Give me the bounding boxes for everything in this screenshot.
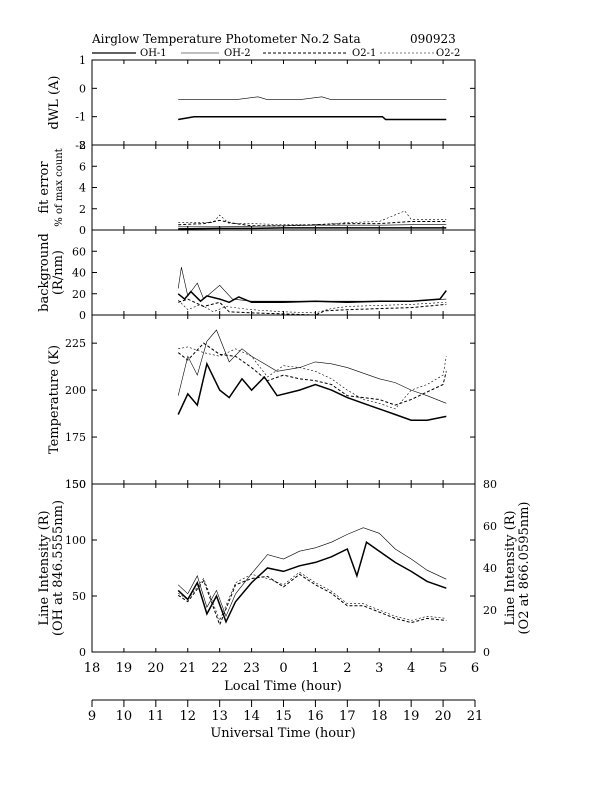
y-axis-label: Temperature (K) <box>47 345 62 454</box>
universal-time-tick-label: 12 <box>179 709 196 724</box>
chart-title: Airglow Temperature Photometer No.2 Sata <box>91 32 361 46</box>
legend-label-o2-1: O2-1 <box>352 48 376 59</box>
universal-time-tick-label: 17 <box>339 709 356 724</box>
chart-date: 090923 <box>410 32 456 46</box>
local-time-tick-label: 23 <box>243 661 260 676</box>
panel-frame <box>91 314 476 485</box>
y-tick-label: 0 <box>79 309 86 322</box>
series-line-o2-2 <box>178 346 447 410</box>
panel-background: 60 40 20 0 background (R/nm) <box>37 229 476 322</box>
panel-frame <box>91 59 476 146</box>
local-time-tick-label: 20 <box>148 661 165 676</box>
y-tick-label: 150 <box>65 478 86 491</box>
universal-time-tick-label: 19 <box>403 709 420 724</box>
local-time-tick-label: 22 <box>211 661 228 676</box>
y-right-axis-label: Line Intensity (R) <box>503 510 518 625</box>
series-line-o2-2 <box>178 210 447 225</box>
local-time-tick-label: 5 <box>439 661 447 676</box>
series-line-oh-1 <box>177 361 447 421</box>
local-time-tick-label: 6 <box>471 661 479 676</box>
series-line-oh-2 <box>177 329 447 404</box>
local-time-tick-label: 2 <box>343 661 351 676</box>
y-right-tick-label: 20 <box>483 604 497 617</box>
y-right-axis-label: (O2 at 866.0595nm) <box>517 501 532 634</box>
y-tick-label: 225 <box>65 337 86 350</box>
y-axis-label: dWL (A) <box>47 76 62 130</box>
series-line-oh-1 <box>178 227 447 230</box>
series-line-o2-2 <box>177 299 447 314</box>
y-right-tick-label: 80 <box>483 478 497 491</box>
local-time-tick-label: 0 <box>279 661 287 676</box>
series-line-oh-1 <box>177 540 447 624</box>
y-tick-label: 60 <box>72 245 86 258</box>
series-line-oh-1 <box>177 290 447 304</box>
y-tick-label: 50 <box>72 590 86 603</box>
panel-temperature: 225 200 175 150 Temperature (K) <box>47 314 476 491</box>
legend-label-o2-2: O2-2 <box>436 48 460 59</box>
universal-time-tick-label: 21 <box>467 709 484 724</box>
y-tick-label: 100 <box>65 534 86 547</box>
local-time-axis-label: Local Time (hour) <box>224 679 342 694</box>
local-time-tick-label: 19 <box>116 661 133 676</box>
y-tick-label: 20 <box>72 288 86 301</box>
series-line-o2-1 <box>177 573 447 627</box>
series-line-oh-1 <box>178 115 447 121</box>
y-tick-label: -1 <box>75 111 86 124</box>
y-tick-label: 1 <box>79 54 86 67</box>
legend: OH-1 OH-2 O2-1 O2-2 <box>92 48 460 59</box>
universal-time-tick-label: 16 <box>307 709 324 724</box>
y-tick-label: 4 <box>79 182 86 195</box>
y-tick-label: 0 <box>79 224 86 237</box>
universal-time-tick-label: 11 <box>148 709 165 724</box>
y-tick-label: 175 <box>65 431 86 444</box>
local-time-tick-label: 21 <box>179 661 196 676</box>
local-time-tick-label: 3 <box>375 661 383 676</box>
y-tick-label: 0 <box>79 646 86 659</box>
panel-frame <box>91 144 476 231</box>
panel-fit-error: 8 6 4 2 0 fit error% of max count <box>37 139 476 237</box>
local-time-tick-label: 4 <box>407 661 415 676</box>
series-line-oh-2 <box>178 96 447 100</box>
universal-time-axis-label: Universal Time (hour) <box>210 726 355 741</box>
y-tick-label: 8 <box>79 139 86 152</box>
y-tick-label: 2 <box>79 203 86 216</box>
y-axis-label: (OH at 846.5555nm) <box>51 500 66 636</box>
y-axis-label: fit error <box>37 161 52 214</box>
universal-time-tick-label: 13 <box>211 709 228 724</box>
universal-time-tick-label: 20 <box>435 709 452 724</box>
series-line-o2-1 <box>178 298 447 316</box>
y-right-tick-label: 60 <box>483 520 497 533</box>
legend-label-oh-1: OH-1 <box>140 48 167 59</box>
legend-label-oh-2: OH-2 <box>224 48 251 59</box>
universal-time-tick-label: 18 <box>371 709 388 724</box>
universal-time-tick-label: 14 <box>243 709 260 724</box>
panel-frame <box>91 483 476 653</box>
y-tick-label: -2 <box>75 139 86 152</box>
series-line-oh-2 <box>177 527 447 618</box>
universal-time-tick-label: 15 <box>275 709 292 724</box>
y-tick-label: 200 <box>65 384 86 397</box>
universal-time-tick-label: 10 <box>116 709 133 724</box>
series-line-oh-2 <box>177 267 447 302</box>
y-right-tick-label: 40 <box>483 562 497 575</box>
y-axis-label: Line Intensity (R) <box>37 510 52 625</box>
y-right-tick-label: 0 <box>483 646 490 659</box>
y-tick-label: 150 <box>65 478 86 491</box>
chart-header: Airglow Temperature Photometer No.2 Sata… <box>91 32 460 59</box>
series-line-o2-1 <box>177 342 447 406</box>
panel-dwl: 1 0 -1 -2 dWL (A) <box>47 54 476 152</box>
local-time-tick-label: 1 <box>311 661 319 676</box>
y-axis-label: background <box>37 233 52 312</box>
y-axis-label: % of max count <box>54 148 65 226</box>
y-tick-label: 40 <box>72 267 86 280</box>
series-line-oh-2 <box>178 224 447 228</box>
series-line-o2-2 <box>178 571 447 622</box>
universal-time-tick-label: 9 <box>88 709 96 724</box>
y-axis-label: (R/nm) <box>51 250 66 295</box>
y-tick-label: 6 <box>79 160 86 173</box>
local-time-tick-label: 18 <box>84 661 101 676</box>
y-tick-label: 0 <box>79 82 86 95</box>
